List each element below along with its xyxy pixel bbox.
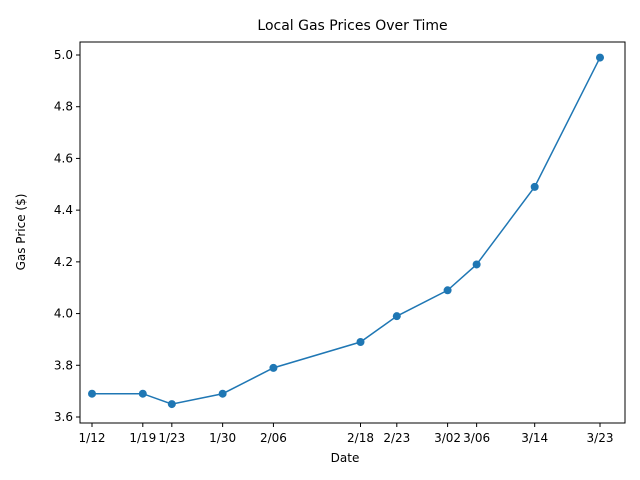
data-point bbox=[530, 182, 539, 191]
y-axis: 3.6 3.8 4.0 4.2 4.4 4.6 4.8 5.0 bbox=[54, 48, 80, 424]
x-axis-title: Date bbox=[331, 451, 360, 465]
x-tick-label: 2/06 bbox=[260, 431, 287, 445]
x-tick-label: 1/30 bbox=[209, 431, 236, 445]
data-point bbox=[167, 400, 176, 409]
plot-frame bbox=[79, 41, 626, 424]
plot-background bbox=[80, 42, 625, 423]
data-point bbox=[596, 53, 604, 62]
x-tick-label: 2/18 bbox=[347, 431, 374, 445]
y-tick-label: 4.0 bbox=[54, 307, 73, 321]
plot-area bbox=[88, 53, 604, 409]
x-tick-label: 1/12 bbox=[79, 431, 106, 445]
y-tick-label: 4.4 bbox=[54, 203, 73, 217]
data-point bbox=[392, 312, 401, 321]
y-tick-label: 4.8 bbox=[54, 100, 73, 114]
x-tick-label: 3/14 bbox=[521, 431, 548, 445]
x-tick-label: 1/19 bbox=[129, 431, 156, 445]
data-point bbox=[356, 338, 365, 347]
y-tick-label: 3.6 bbox=[54, 410, 73, 424]
data-point bbox=[443, 286, 452, 295]
data-point bbox=[88, 389, 96, 398]
data-point bbox=[218, 389, 227, 398]
y-axis-title: Gas Price ($) bbox=[14, 194, 28, 271]
x-tick-label: 3/23 bbox=[587, 431, 614, 445]
y-tick-label: 5.0 bbox=[54, 48, 73, 62]
x-tick-label: 2/23 bbox=[383, 431, 410, 445]
chart-title: Local Gas Prices Over Time bbox=[257, 18, 447, 34]
data-point bbox=[269, 363, 278, 372]
x-tick-label: 3/06 bbox=[463, 431, 490, 445]
y-tick-label: 3.8 bbox=[54, 358, 73, 372]
x-tick-label: 1/23 bbox=[158, 431, 185, 445]
data-point bbox=[472, 260, 481, 269]
y-tick-label: 4.2 bbox=[54, 255, 73, 269]
data-point bbox=[138, 389, 147, 398]
x-axis: 1/12 1/19 1/23 1/30 2/06 2/18 2/23 3/02 3/06 3/14… bbox=[79, 423, 614, 445]
y-tick-label: 4.6 bbox=[54, 151, 73, 165]
x-tick-label: 3/02 bbox=[434, 431, 461, 445]
